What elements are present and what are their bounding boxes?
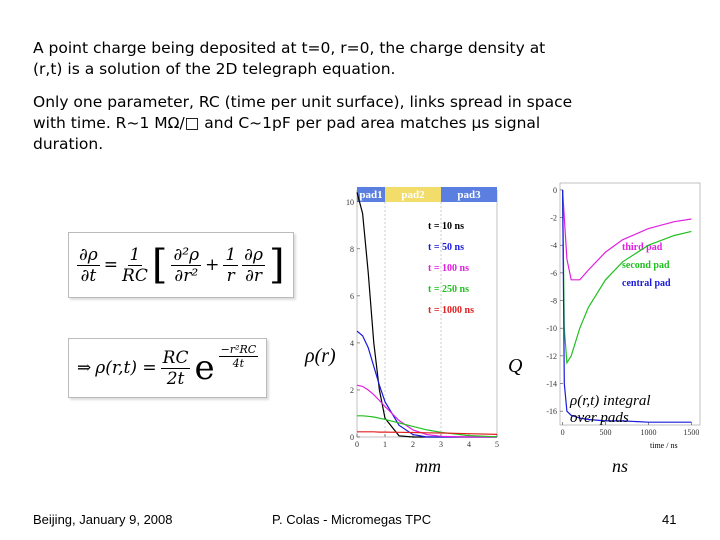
eq-token: ∂t: [80, 265, 97, 286]
y-tick-label: 0: [553, 186, 557, 195]
eq-token: ρ(r,t) =: [95, 358, 157, 378]
series-line: [357, 431, 498, 435]
eq-token: RC: [122, 265, 148, 286]
y-tick-label: -14: [546, 380, 557, 389]
y-tick-label: 4: [350, 339, 354, 348]
eq-token: +: [205, 255, 220, 275]
y-tick-label: 2: [350, 386, 354, 395]
legend-entry: third pad: [622, 242, 663, 253]
footer-title: P. Colas - Micromegas TPC: [272, 512, 432, 527]
series-line: [562, 189, 692, 281]
legend-entry: second pad: [622, 260, 670, 271]
eq-token: e: [194, 348, 215, 388]
x-tick-label: 2: [411, 440, 415, 449]
annotation: ρ(r,t) integral over pads: [569, 393, 651, 426]
y-tick-label: 10: [346, 198, 354, 207]
x-tick-label: 5: [495, 440, 499, 449]
plot-area: [356, 189, 498, 438]
eq-token: RC: [160, 347, 191, 369]
eq-token: −r²RC: [218, 343, 259, 357]
x-tick-label: 500: [600, 428, 612, 437]
eq-token: 2t: [166, 368, 185, 389]
pad-label: pad3: [457, 189, 481, 201]
eq-token: ∂ρ: [77, 244, 100, 266]
series-line: [562, 189, 692, 365]
pad-band: [385, 187, 441, 202]
x-tick-label: 0: [355, 440, 359, 449]
eq-token: r: [226, 265, 235, 286]
x-tick-label: 1000: [640, 428, 656, 437]
annotation: Q: [508, 355, 523, 377]
legend-entry: t = 50 ns: [428, 242, 464, 253]
annotation: time / ns: [650, 441, 678, 450]
legend-entry: t = 250 ns: [428, 284, 469, 295]
page-number: 41: [662, 512, 677, 527]
legend-entry: central pad: [622, 278, 671, 289]
footer-date: Beijing, January 9, 2008: [33, 512, 173, 527]
eq-token: 4t: [232, 357, 245, 370]
paragraph: Only one parameter, RC (time per unit su…: [33, 93, 573, 153]
annotation: ρ(r): [304, 345, 336, 367]
y-tick-label: 0: [350, 433, 354, 442]
paragraph: A point charge being deposited at t=0, r…: [33, 39, 546, 78]
eq-token: ∂²ρ: [171, 244, 202, 266]
x-tick-label: 1500: [683, 428, 699, 437]
y-tick-label: -12: [546, 352, 557, 361]
y-tick-label: -8: [550, 297, 557, 306]
eq-token: =: [103, 255, 119, 275]
eq-token: ∂r²: [174, 265, 199, 286]
y-tick-label: -2: [550, 214, 557, 223]
plot-area: [559, 182, 701, 426]
eq-token: ⇒: [77, 358, 92, 378]
series-line: [356, 384, 497, 438]
annotation: ns: [612, 456, 628, 476]
eq-token: ∂ρ: [242, 244, 265, 266]
legend-entry: t = 1000 ns: [428, 305, 474, 316]
legend-entry: t = 100 ns: [428, 263, 469, 274]
pad-band: [357, 187, 385, 202]
pad-label: pad2: [401, 189, 425, 201]
y-tick-label: -16: [546, 407, 557, 416]
legend-entry: t = 10 ns: [428, 221, 464, 232]
annotation: mm: [415, 456, 441, 476]
y-tick-label: -4: [550, 241, 557, 250]
y-tick-label: -6: [550, 269, 557, 278]
x-tick-label: 1: [383, 440, 387, 449]
equation: ⇒ ρ(r,t) = RC 2t e −r²RC 4t: [68, 338, 268, 398]
pad-band: [441, 187, 497, 202]
eq-token: ∂r: [245, 265, 263, 286]
annotation-line: over pads: [570, 410, 629, 426]
y-tick-label: 8: [350, 245, 354, 254]
series-line: [562, 189, 692, 423]
x-tick-label: 3: [439, 440, 443, 449]
y-tick-label: 6: [350, 292, 354, 301]
annotation-line: ρ(r,t) integral: [569, 393, 651, 409]
eq-token: 1: [127, 244, 143, 266]
x-tick-label: 4: [467, 440, 471, 449]
x-tick-label: 0: [561, 428, 565, 437]
pad-label: pad1: [359, 189, 382, 201]
y-tick-label: -10: [546, 324, 557, 333]
eq-token: 1: [223, 244, 239, 266]
